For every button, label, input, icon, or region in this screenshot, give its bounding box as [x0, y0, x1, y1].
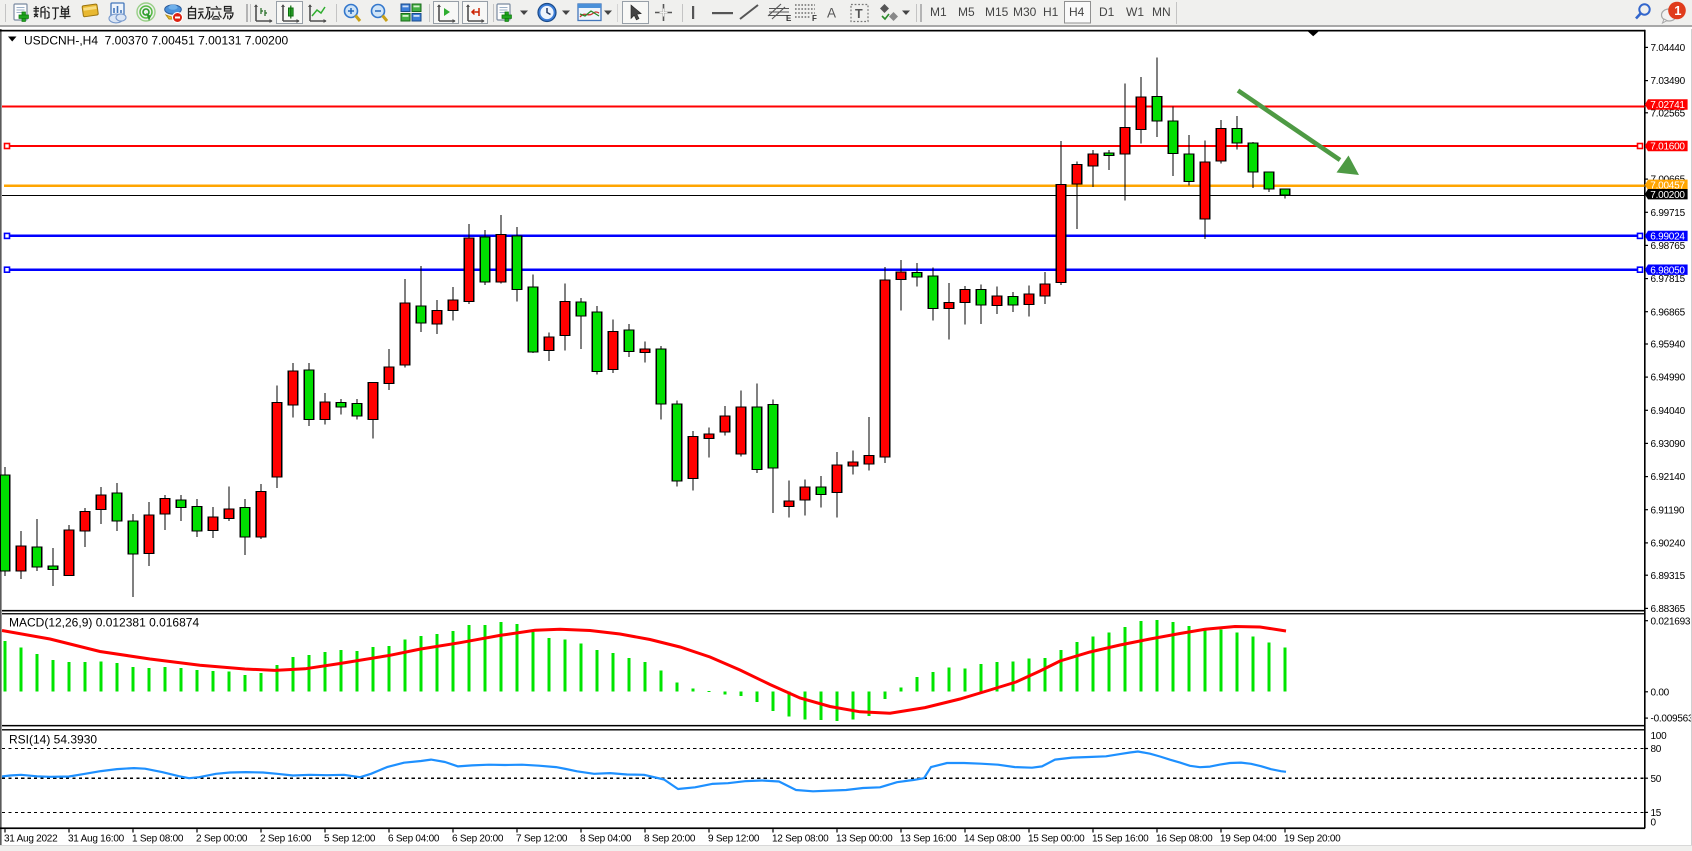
svg-text:16 Sep 08:00: 16 Sep 08:00 [1156, 834, 1213, 845]
svg-text:2 Sep 00:00: 2 Sep 00:00 [196, 834, 248, 845]
svg-text:15 Sep 00:00: 15 Sep 00:00 [1028, 834, 1085, 845]
svg-text:31 Aug 2022: 31 Aug 2022 [4, 834, 58, 845]
svg-text:6.89315: 6.89315 [1651, 571, 1686, 582]
svg-text:6 Sep 04:00: 6 Sep 04:00 [388, 834, 440, 845]
svg-text:1 Sep 08:00: 1 Sep 08:00 [132, 834, 184, 845]
svg-text:6.96865: 6.96865 [1651, 307, 1686, 318]
svg-text:19 Sep 20:00: 19 Sep 20:00 [1284, 834, 1341, 845]
svg-text:5 Sep 12:00: 5 Sep 12:00 [324, 834, 376, 845]
svg-text:6.98050: 6.98050 [1650, 265, 1685, 276]
svg-text:6.99715: 6.99715 [1651, 208, 1686, 219]
svg-text:6.90240: 6.90240 [1651, 539, 1686, 550]
svg-text:50: 50 [1651, 774, 1662, 785]
svg-text:USDCNH-,H4 7.00370 7.00451 7.: USDCNH-,H4 7.00370 7.00451 7.00131 7.002… [24, 34, 289, 48]
svg-text:F: F [812, 14, 817, 23]
svg-text:13 Sep 16:00: 13 Sep 16:00 [900, 834, 957, 845]
svg-text:T: T [855, 7, 863, 21]
svg-text:6.97815: 6.97815 [1651, 274, 1686, 285]
svg-text:31 Aug 16:00: 31 Aug 16:00 [68, 834, 125, 845]
svg-text:7.03490: 7.03490 [1651, 76, 1686, 87]
svg-text:-0.009563: -0.009563 [1651, 714, 1692, 725]
svg-text:6.99024: 6.99024 [1650, 232, 1685, 243]
svg-text:7 Sep 12:00: 7 Sep 12:00 [516, 834, 568, 845]
svg-text:6.93090: 6.93090 [1651, 439, 1686, 450]
svg-text:7.02741: 7.02741 [1650, 100, 1685, 111]
svg-text:6.98765: 6.98765 [1651, 241, 1686, 252]
svg-text:7.01600: 7.01600 [1650, 142, 1685, 153]
svg-text:9 Sep 12:00: 9 Sep 12:00 [708, 834, 760, 845]
svg-text:13 Sep 00:00: 13 Sep 00:00 [836, 834, 893, 845]
svg-text:7.00457: 7.00457 [1650, 180, 1685, 191]
svg-text:6.95940: 6.95940 [1651, 340, 1686, 351]
svg-text:0.021693: 0.021693 [1651, 616, 1691, 627]
svg-text:12 Sep 08:00: 12 Sep 08:00 [772, 834, 829, 845]
svg-text:7.02565: 7.02565 [1651, 108, 1686, 119]
svg-text:6.94990: 6.94990 [1651, 373, 1686, 384]
svg-text:8 Sep 04:00: 8 Sep 04:00 [580, 834, 632, 845]
svg-text:E: E [786, 14, 792, 23]
svg-text:100: 100 [1651, 731, 1668, 742]
svg-text:RSI(14) 54.3930: RSI(14) 54.3930 [9, 733, 97, 747]
svg-text:A: A [827, 6, 836, 21]
svg-text:15: 15 [1651, 808, 1662, 819]
svg-text:19 Sep 04:00: 19 Sep 04:00 [1220, 834, 1277, 845]
svg-text:6.92140: 6.92140 [1651, 472, 1686, 483]
svg-text:MACD(12,26,9) 0.012381 0.01687: MACD(12,26,9) 0.012381 0.016874 [9, 616, 199, 630]
svg-text:6.88365: 6.88365 [1651, 604, 1686, 615]
svg-text:6 Sep 20:00: 6 Sep 20:00 [452, 834, 504, 845]
svg-text:8 Sep 20:00: 8 Sep 20:00 [644, 834, 696, 845]
svg-text:2 Sep 16:00: 2 Sep 16:00 [260, 834, 312, 845]
svg-text:1: 1 [1674, 3, 1681, 18]
svg-text:14 Sep 08:00: 14 Sep 08:00 [964, 834, 1021, 845]
svg-text:0.00: 0.00 [1651, 687, 1670, 698]
svg-text:7.04440: 7.04440 [1651, 43, 1686, 54]
svg-text:15 Sep 16:00: 15 Sep 16:00 [1092, 834, 1149, 845]
svg-text:6.91190: 6.91190 [1651, 505, 1685, 516]
svg-text:0: 0 [1651, 818, 1657, 829]
svg-text:6.94040: 6.94040 [1651, 406, 1686, 417]
svg-text:80: 80 [1651, 744, 1662, 755]
svg-text:7.00200: 7.00200 [1650, 190, 1685, 201]
